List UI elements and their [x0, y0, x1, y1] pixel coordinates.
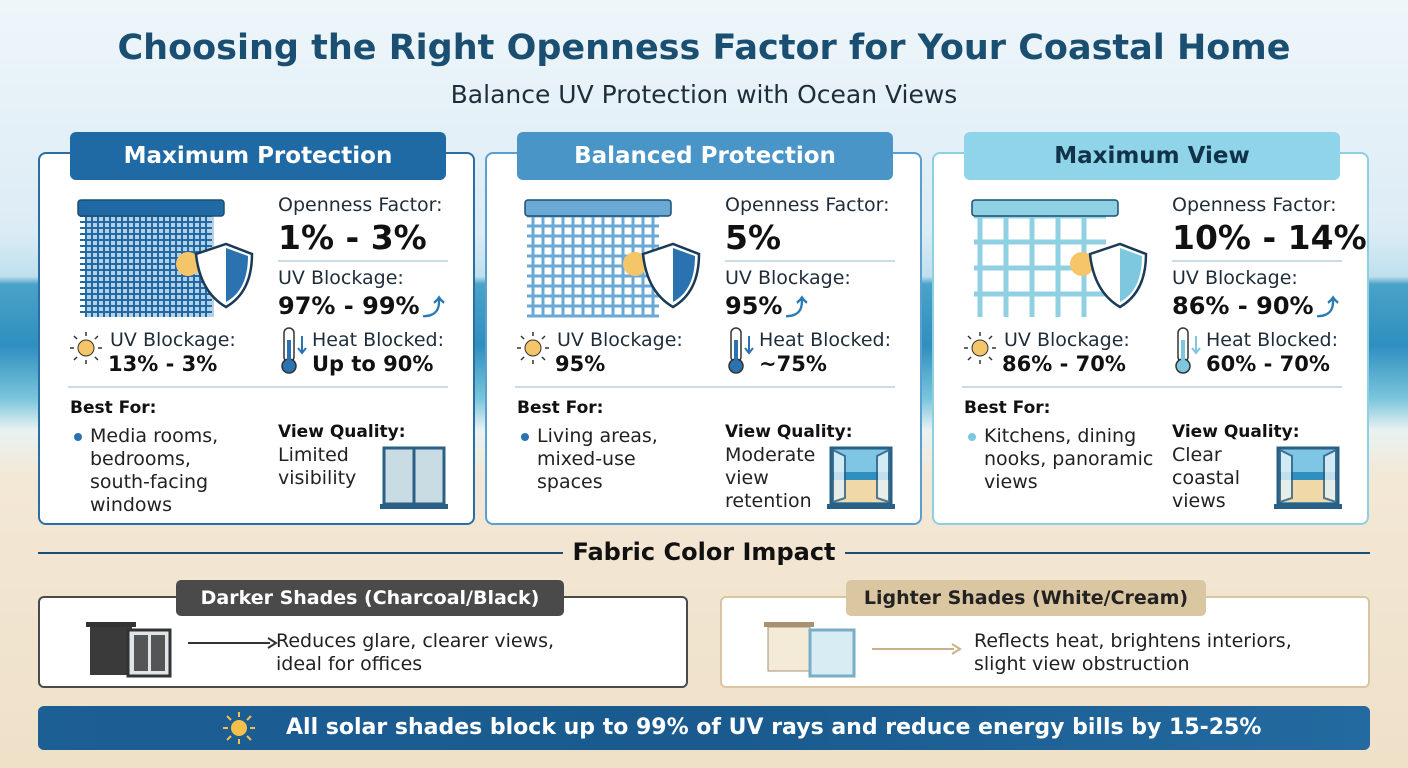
openness-label: Openness Factor:: [1172, 194, 1337, 216]
page-subtitle: Balance UV Protection with Ocean Views: [450, 80, 958, 109]
uv-blockage-value: 95%: [725, 292, 783, 320]
heat-blocked-label: Heat Blocked:: [1206, 329, 1338, 351]
arrow-up-icon: ⤴: [1316, 296, 1339, 321]
page-title: Choosing the Right Openness Factor for Y…: [117, 28, 1291, 68]
uv-blockage-secondary-label: UV Blockage:: [1004, 329, 1130, 351]
openness-value: 1% - 3%: [278, 218, 427, 257]
sun-icon: [517, 332, 549, 364]
light-shades-box: Lighter Shades (White/Cream) Reflects he…: [720, 580, 1370, 688]
arrow-up-icon: ⤴: [785, 296, 808, 321]
sun-icon: [964, 332, 996, 364]
shade-fabric-icon: [971, 199, 1148, 317]
openness-card: Balanced Protection Openness Factor: 5% …: [485, 132, 922, 525]
best-for-text: Media rooms, bedrooms, south-facing wind…: [90, 425, 219, 516]
openness-card: Maximum View Openness Factor: 10% - 14% …: [932, 132, 1369, 525]
light-shades-label: Lighter Shades (White/Cream): [846, 580, 1206, 616]
window-icon: [1274, 446, 1342, 509]
shade-fabric-icon: [524, 199, 701, 318]
dark-shades-label: Darker Shades (Charcoal/Black): [176, 580, 564, 616]
best-for-text: Kitchens, dining nooks, panoramic views: [984, 425, 1154, 493]
thermometer-icon: [281, 327, 307, 374]
view-quality-label: View Quality:: [725, 422, 853, 442]
view-quality-label: View Quality:: [1172, 422, 1300, 442]
openness-value: 10% - 14%: [1172, 218, 1367, 257]
uv-blockage-secondary-label: UV Blockage:: [557, 329, 683, 351]
uv-blockage-label: UV Blockage:: [278, 267, 404, 289]
bullet: [968, 433, 976, 441]
divider: [38, 552, 563, 554]
openness-value: 5%: [725, 218, 782, 257]
view-quality-text: Limited visibility: [278, 444, 357, 489]
banner-text: All solar shades block up to 99% of UV r…: [286, 715, 1262, 740]
uv-blockage-label: UV Blockage:: [725, 267, 851, 289]
divider: [845, 552, 1370, 554]
openness-label: Openness Factor:: [278, 194, 443, 216]
best-for-label: Best For:: [70, 398, 157, 418]
view-quality-label: View Quality:: [278, 422, 406, 442]
heat-blocked-value: ~75%: [759, 352, 827, 376]
window-icon: [827, 446, 895, 509]
arrow-right-icon: [872, 643, 962, 655]
shade-fabric-icon: [77, 199, 254, 317]
uv-blockage-value: 86% - 90%: [1172, 292, 1314, 320]
uv-blockage-secondary-value: 13% - 3%: [108, 352, 218, 376]
bullet: [521, 433, 529, 441]
view-quality-text: Moderate view retention: [725, 444, 816, 512]
window-icon: [380, 446, 448, 509]
bullet: [74, 433, 82, 441]
uv-blockage-secondary-value: 86% - 70%: [1002, 352, 1126, 376]
heat-blocked-value: Up to 90%: [312, 352, 434, 376]
best-for-text: Living areas, mixed-use spaces: [537, 425, 658, 493]
footer-banner: All solar shades block up to 99% of UV r…: [38, 706, 1370, 750]
arrow-right-icon: [188, 637, 278, 649]
dark-shade-window-icon: [86, 622, 172, 678]
heat-blocked-value: 60% - 70%: [1206, 352, 1330, 376]
sun-icon: [70, 332, 102, 364]
best-for-label: Best For:: [964, 398, 1051, 418]
arrow-up-icon: ⤴: [422, 296, 445, 321]
best-for-label: Best For:: [517, 398, 604, 418]
uv-blockage-label: UV Blockage:: [1172, 267, 1298, 289]
sun-icon: [223, 712, 255, 744]
heat-blocked-label: Heat Blocked:: [312, 329, 444, 351]
dark-shades-box: Darker Shades (Charcoal/Black) Reduces g…: [38, 580, 688, 688]
light-shade-window-icon: [764, 622, 856, 678]
thermometer-icon: [728, 327, 754, 374]
uv-blockage-secondary-label: UV Blockage:: [110, 329, 236, 351]
openness-card: Maximum Protection Openness Factor: 1% -…: [38, 132, 475, 525]
dark-shades-text: Reduces glare, clearer views, ideal for …: [276, 630, 555, 675]
card-header: Maximum Protection: [70, 132, 446, 180]
uv-blockage-secondary-value: 95%: [555, 352, 606, 376]
fabric-title: Fabric Color Impact: [572, 538, 836, 566]
view-quality-text: Clear coastal views: [1172, 444, 1240, 512]
uv-blockage-value: 97% - 99%: [278, 292, 420, 320]
openness-label: Openness Factor:: [725, 194, 890, 216]
card-header: Balanced Protection: [517, 132, 893, 180]
heat-blocked-label: Heat Blocked:: [759, 329, 891, 351]
light-shades-text: Reflects heat, brightens interiors, slig…: [974, 630, 1292, 675]
thermometer-icon: [1175, 327, 1201, 374]
card-header: Maximum View: [964, 132, 1340, 180]
